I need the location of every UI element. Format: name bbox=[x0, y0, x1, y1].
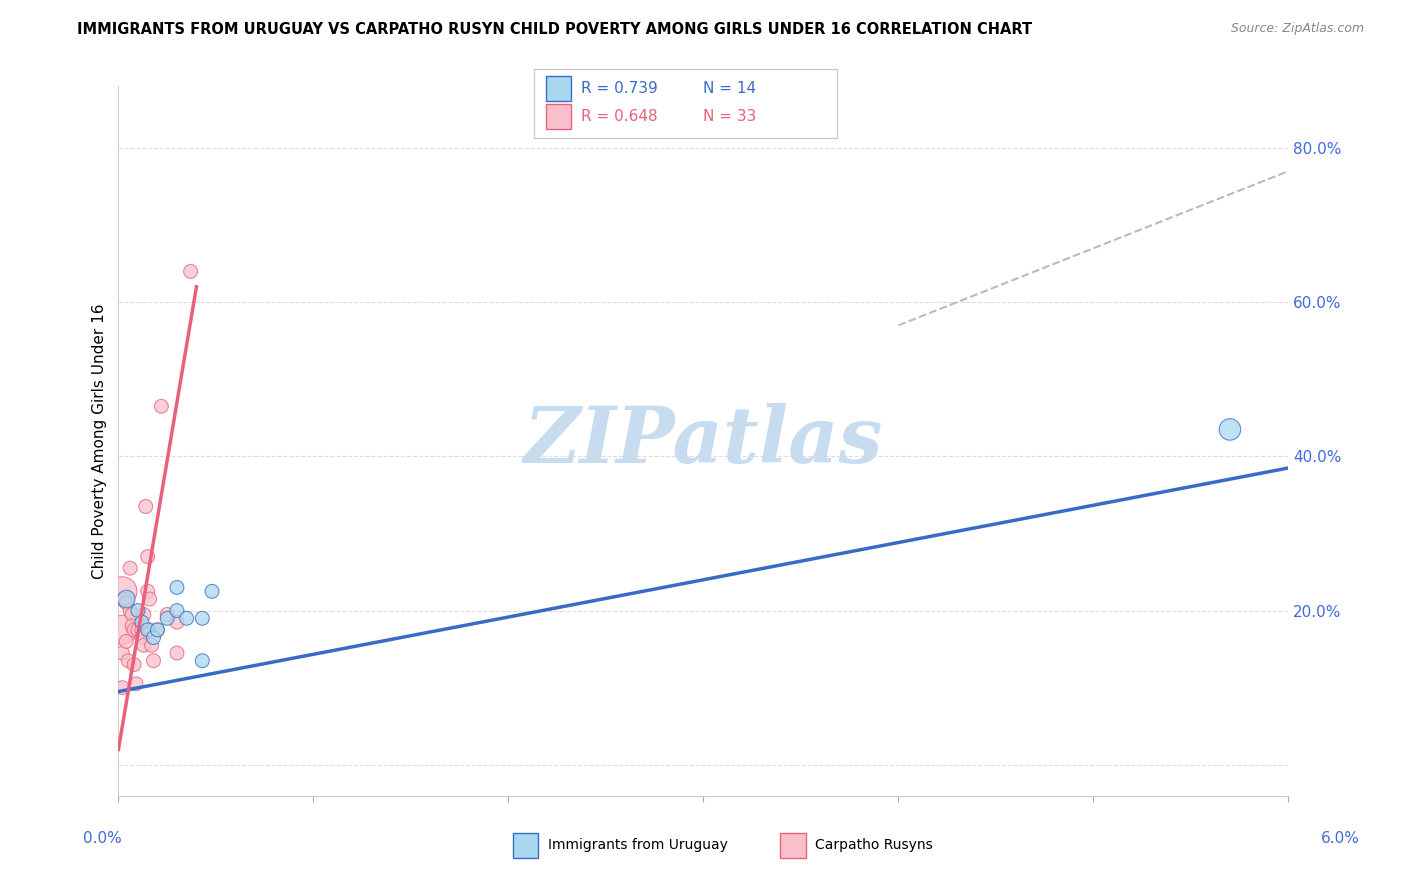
Point bbox=[138, 592, 160, 607]
Point bbox=[111, 584, 134, 599]
Point bbox=[138, 623, 160, 637]
Point bbox=[201, 584, 224, 599]
Point bbox=[122, 657, 145, 672]
Point bbox=[136, 549, 159, 564]
Point bbox=[150, 399, 173, 413]
Text: ZIPatlas: ZIPatlas bbox=[524, 403, 883, 479]
Text: 6.0%: 6.0% bbox=[1320, 831, 1360, 847]
Point bbox=[132, 638, 155, 652]
Point bbox=[166, 646, 188, 660]
Text: Source: ZipAtlas.com: Source: ZipAtlas.com bbox=[1230, 22, 1364, 36]
Point bbox=[131, 631, 153, 645]
Text: Immigrants from Uruguay: Immigrants from Uruguay bbox=[548, 838, 728, 852]
Point bbox=[115, 596, 138, 610]
Point bbox=[120, 604, 142, 618]
Point bbox=[1219, 422, 1241, 436]
Point bbox=[111, 681, 134, 695]
Text: Carpatho Rusyns: Carpatho Rusyns bbox=[815, 838, 934, 852]
Point bbox=[191, 611, 214, 625]
Point bbox=[117, 654, 139, 668]
Point bbox=[142, 654, 165, 668]
Text: R = 0.739: R = 0.739 bbox=[581, 81, 658, 95]
Point bbox=[120, 561, 142, 575]
Point bbox=[176, 611, 198, 625]
Point bbox=[135, 500, 157, 514]
Point bbox=[127, 604, 149, 618]
Point bbox=[112, 592, 135, 607]
Point bbox=[132, 607, 155, 622]
Point bbox=[111, 646, 134, 660]
Text: N = 14: N = 14 bbox=[703, 81, 756, 95]
Point bbox=[136, 584, 159, 599]
Text: IMMIGRANTS FROM URUGUAY VS CARPATHO RUSYN CHILD POVERTY AMONG GIRLS UNDER 16 COR: IMMIGRANTS FROM URUGUAY VS CARPATHO RUSY… bbox=[77, 22, 1032, 37]
Point bbox=[115, 634, 138, 648]
Point bbox=[127, 623, 149, 637]
Point bbox=[166, 615, 188, 629]
Point bbox=[166, 581, 188, 595]
Y-axis label: Child Poverty Among Girls Under 16: Child Poverty Among Girls Under 16 bbox=[93, 303, 107, 579]
Point bbox=[121, 607, 143, 622]
Point bbox=[125, 677, 148, 691]
Point bbox=[131, 615, 153, 629]
Point bbox=[136, 623, 159, 637]
Point bbox=[166, 604, 188, 618]
Point bbox=[111, 623, 134, 637]
Point bbox=[146, 623, 169, 637]
Point bbox=[131, 623, 153, 637]
Point bbox=[180, 264, 202, 278]
Point bbox=[121, 619, 143, 633]
Text: N = 33: N = 33 bbox=[703, 110, 756, 124]
Point bbox=[191, 654, 214, 668]
Point bbox=[156, 611, 179, 625]
Text: R = 0.648: R = 0.648 bbox=[581, 110, 657, 124]
Point bbox=[156, 607, 179, 622]
Point bbox=[141, 638, 163, 652]
Point bbox=[115, 592, 138, 607]
Point bbox=[146, 623, 169, 637]
Text: 0.0%: 0.0% bbox=[83, 831, 122, 847]
Point bbox=[122, 623, 145, 637]
Point bbox=[142, 631, 165, 645]
